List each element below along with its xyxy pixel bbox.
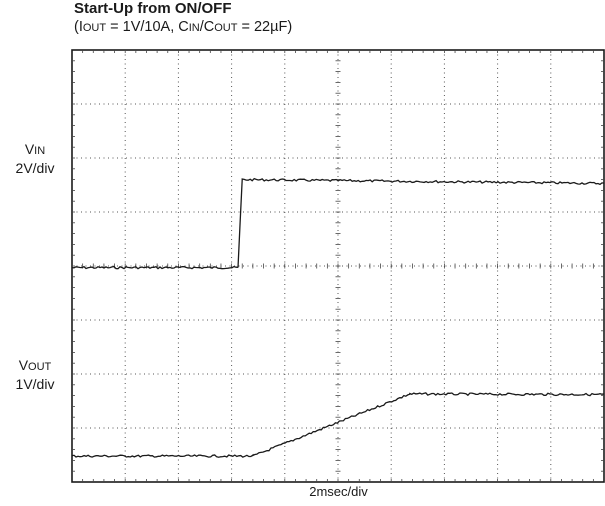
x-axis-label: 2msec/div [72,484,605,499]
trace-vout [72,393,604,457]
